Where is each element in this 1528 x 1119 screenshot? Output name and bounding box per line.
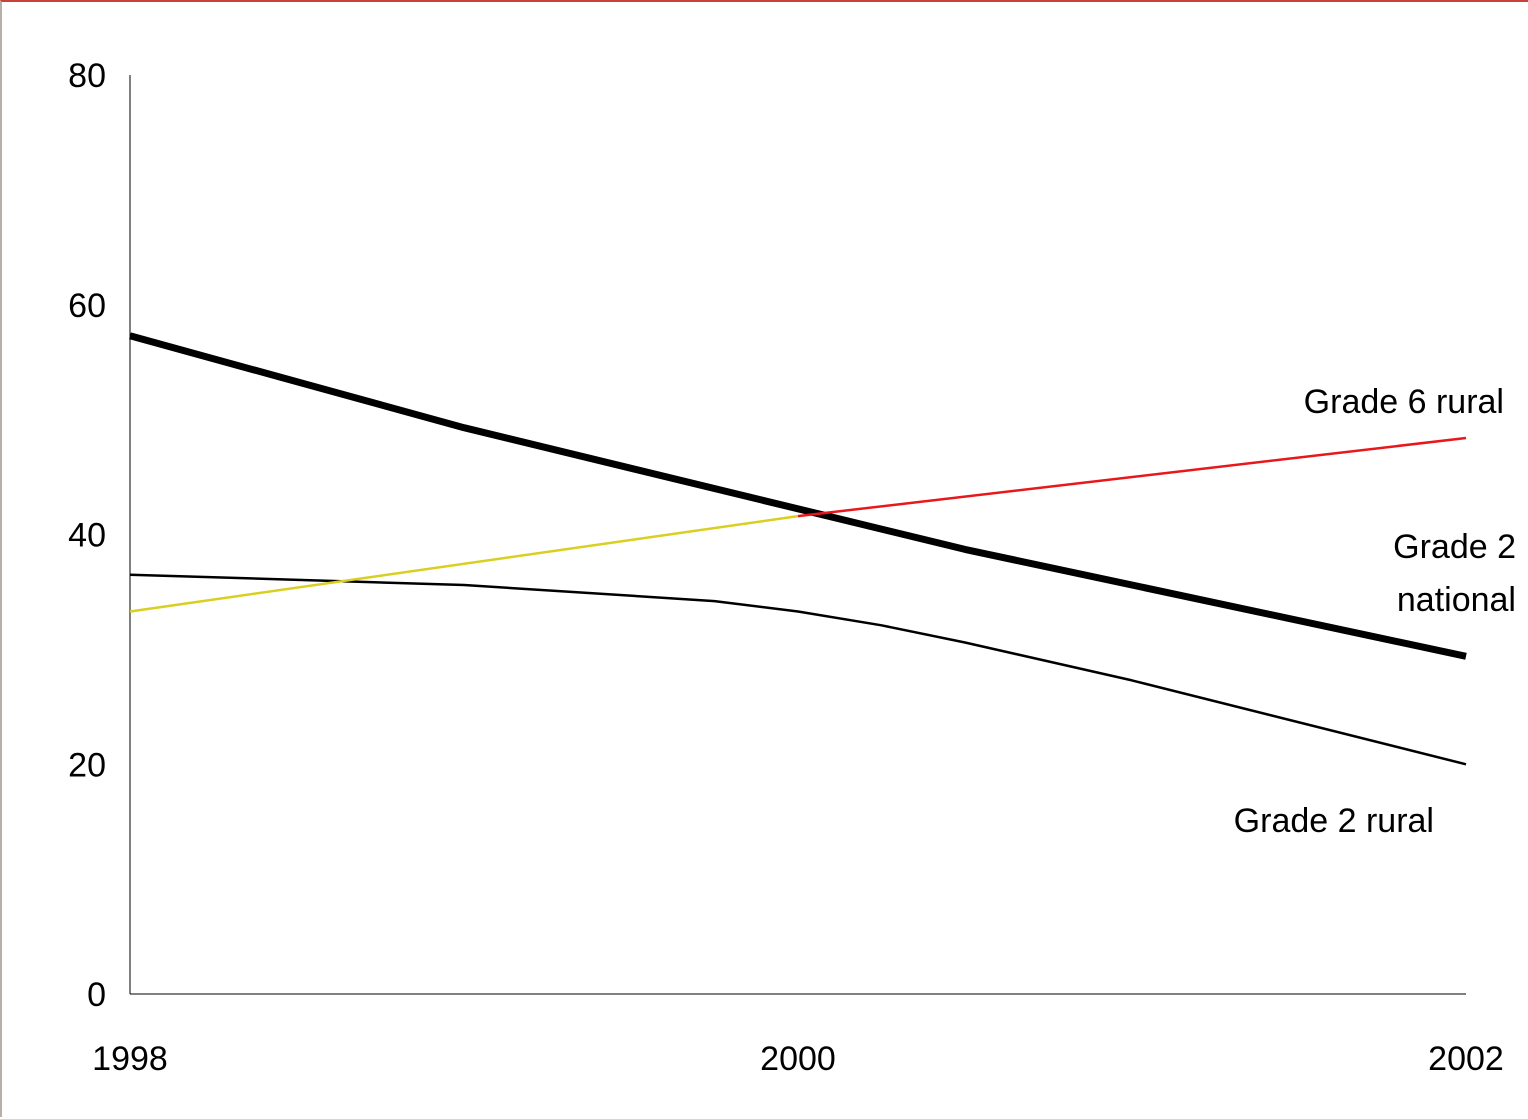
series-label-line: Grade 2 bbox=[1393, 528, 1516, 566]
series-lines bbox=[129, 332, 1467, 766]
x-tick-label: 2000 bbox=[760, 1040, 836, 1078]
series-labels: Grade 2 national Grade 2 rural Grade 6 rura… bbox=[1234, 383, 1516, 840]
series-line-grade-6-rural-early bbox=[129, 514, 799, 613]
y-tick-label: 20 bbox=[68, 746, 106, 784]
series-label-line: national bbox=[1397, 581, 1516, 619]
series-label-grade-2-rural: Grade 2 rural bbox=[1234, 802, 1434, 840]
x-tick-label: 1998 bbox=[92, 1040, 168, 1078]
axes bbox=[129, 75, 1466, 995]
series-label-grade-6-rural: Grade 6 rural bbox=[1304, 383, 1504, 421]
series-label-grade-2-national: Grade 2 national bbox=[1393, 528, 1516, 619]
x-tick-label: 2002 bbox=[1428, 1040, 1504, 1078]
tick-labels: 0 20 40 60 80 1998 2000 2002 bbox=[68, 57, 1504, 1078]
y-tick-label: 60 bbox=[68, 287, 106, 325]
y-tick-label: 40 bbox=[68, 517, 106, 555]
y-tick-label: 80 bbox=[68, 57, 106, 95]
y-tick-label: 0 bbox=[87, 976, 106, 1014]
series-line-grade-6-rural bbox=[797, 436, 1467, 518]
series-line-grade-2-national bbox=[129, 332, 1467, 660]
series-line-grade-2-rural bbox=[129, 573, 1467, 766]
series-label-line: Grade 2 rural bbox=[1234, 802, 1434, 840]
series-label-line: Grade 6 rural bbox=[1304, 383, 1504, 421]
